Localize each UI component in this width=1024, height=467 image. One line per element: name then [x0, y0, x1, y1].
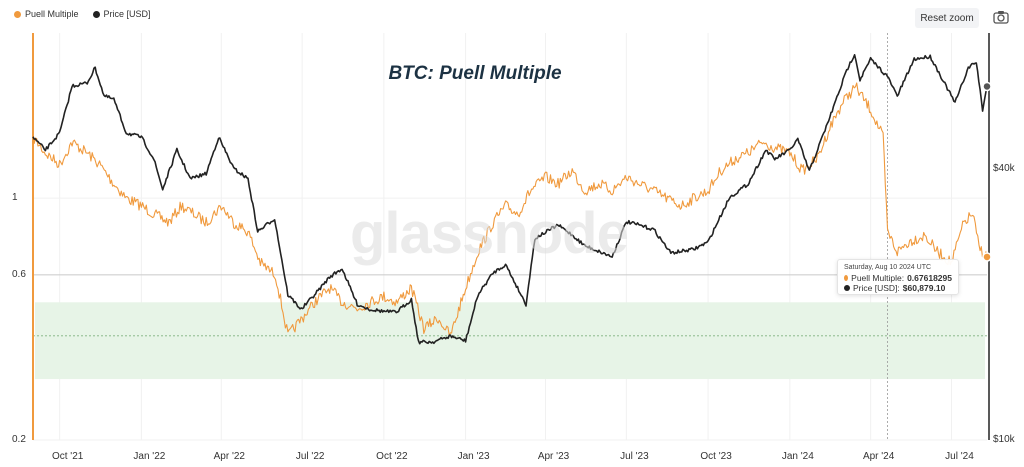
- x-axis-tick: Jul '23: [620, 451, 649, 462]
- hover-tooltip: Saturday, Aug 10 2024 UTC Puell Multiple…: [837, 259, 959, 295]
- x-axis-tick: Apr '23: [537, 451, 570, 462]
- x-axis-tick: Oct '23: [700, 451, 732, 462]
- legend-label-puell: Puell Multiple: [25, 9, 79, 19]
- low-value-band: [35, 302, 985, 380]
- legend: Puell Multiple Price [USD]: [14, 9, 151, 19]
- x-axis-tick: Jan '24: [781, 451, 814, 462]
- series-line-puell: [32, 82, 988, 336]
- tooltip-dot-puell: [844, 275, 849, 281]
- tooltip-puell-value: 0.67618295: [907, 273, 952, 283]
- left-axis-tick: 0.2: [12, 434, 26, 445]
- legend-label-price: Price [USD]: [103, 9, 151, 19]
- series-layer: [32, 54, 988, 345]
- tooltip-puell-label: Puell Multiple:: [851, 273, 905, 283]
- hover-markers: [982, 81, 992, 262]
- x-axis-tick: Jul '24: [945, 451, 974, 462]
- tooltip-price-label: Price [USD]:: [853, 283, 900, 293]
- left-axis-tick: 0.6: [12, 268, 26, 280]
- x-axis-tick: Jan '22: [133, 451, 166, 462]
- legend-dot-price: [92, 10, 100, 18]
- watermark: glassnode: [350, 201, 629, 266]
- tooltip-price-value: $60,879.10: [902, 283, 946, 293]
- series-line-price: [32, 54, 988, 345]
- x-axis-tick: Jan '23: [457, 451, 490, 462]
- reset-zoom-button[interactable]: Reset zoom: [915, 8, 979, 28]
- camera-icon[interactable]: [993, 10, 1009, 24]
- chart-title: BTC: Puell Multiple: [388, 63, 562, 84]
- tooltip-row-puell: Puell Multiple: 0.67618295: [844, 273, 952, 283]
- right-axis-tick: $10k: [993, 434, 1015, 445]
- right-axis-tick: $40k: [993, 162, 1015, 174]
- legend-item-puell[interactable]: Puell Multiple: [14, 9, 79, 19]
- marker-puell: [982, 252, 992, 262]
- legend-item-price[interactable]: Price [USD]: [92, 9, 151, 19]
- x-axis-tick: Apr '22: [213, 451, 245, 462]
- x-axis-tick: Oct '21: [51, 451, 84, 462]
- x-axis-tick: Jul '22: [295, 451, 325, 462]
- tooltip-row-price: Price [USD]: $60,879.10: [844, 283, 952, 293]
- left-axis-tick: 1: [12, 192, 18, 204]
- legend-dot-puell: [14, 10, 21, 18]
- x-axis-tick: Oct '22: [376, 451, 408, 462]
- x-axis-tick: Apr '24: [862, 451, 895, 462]
- marker-price: [982, 81, 992, 92]
- tooltip-dot-price: [844, 285, 850, 291]
- tooltip-date: Saturday, Aug 10 2024 UTC: [844, 264, 932, 271]
